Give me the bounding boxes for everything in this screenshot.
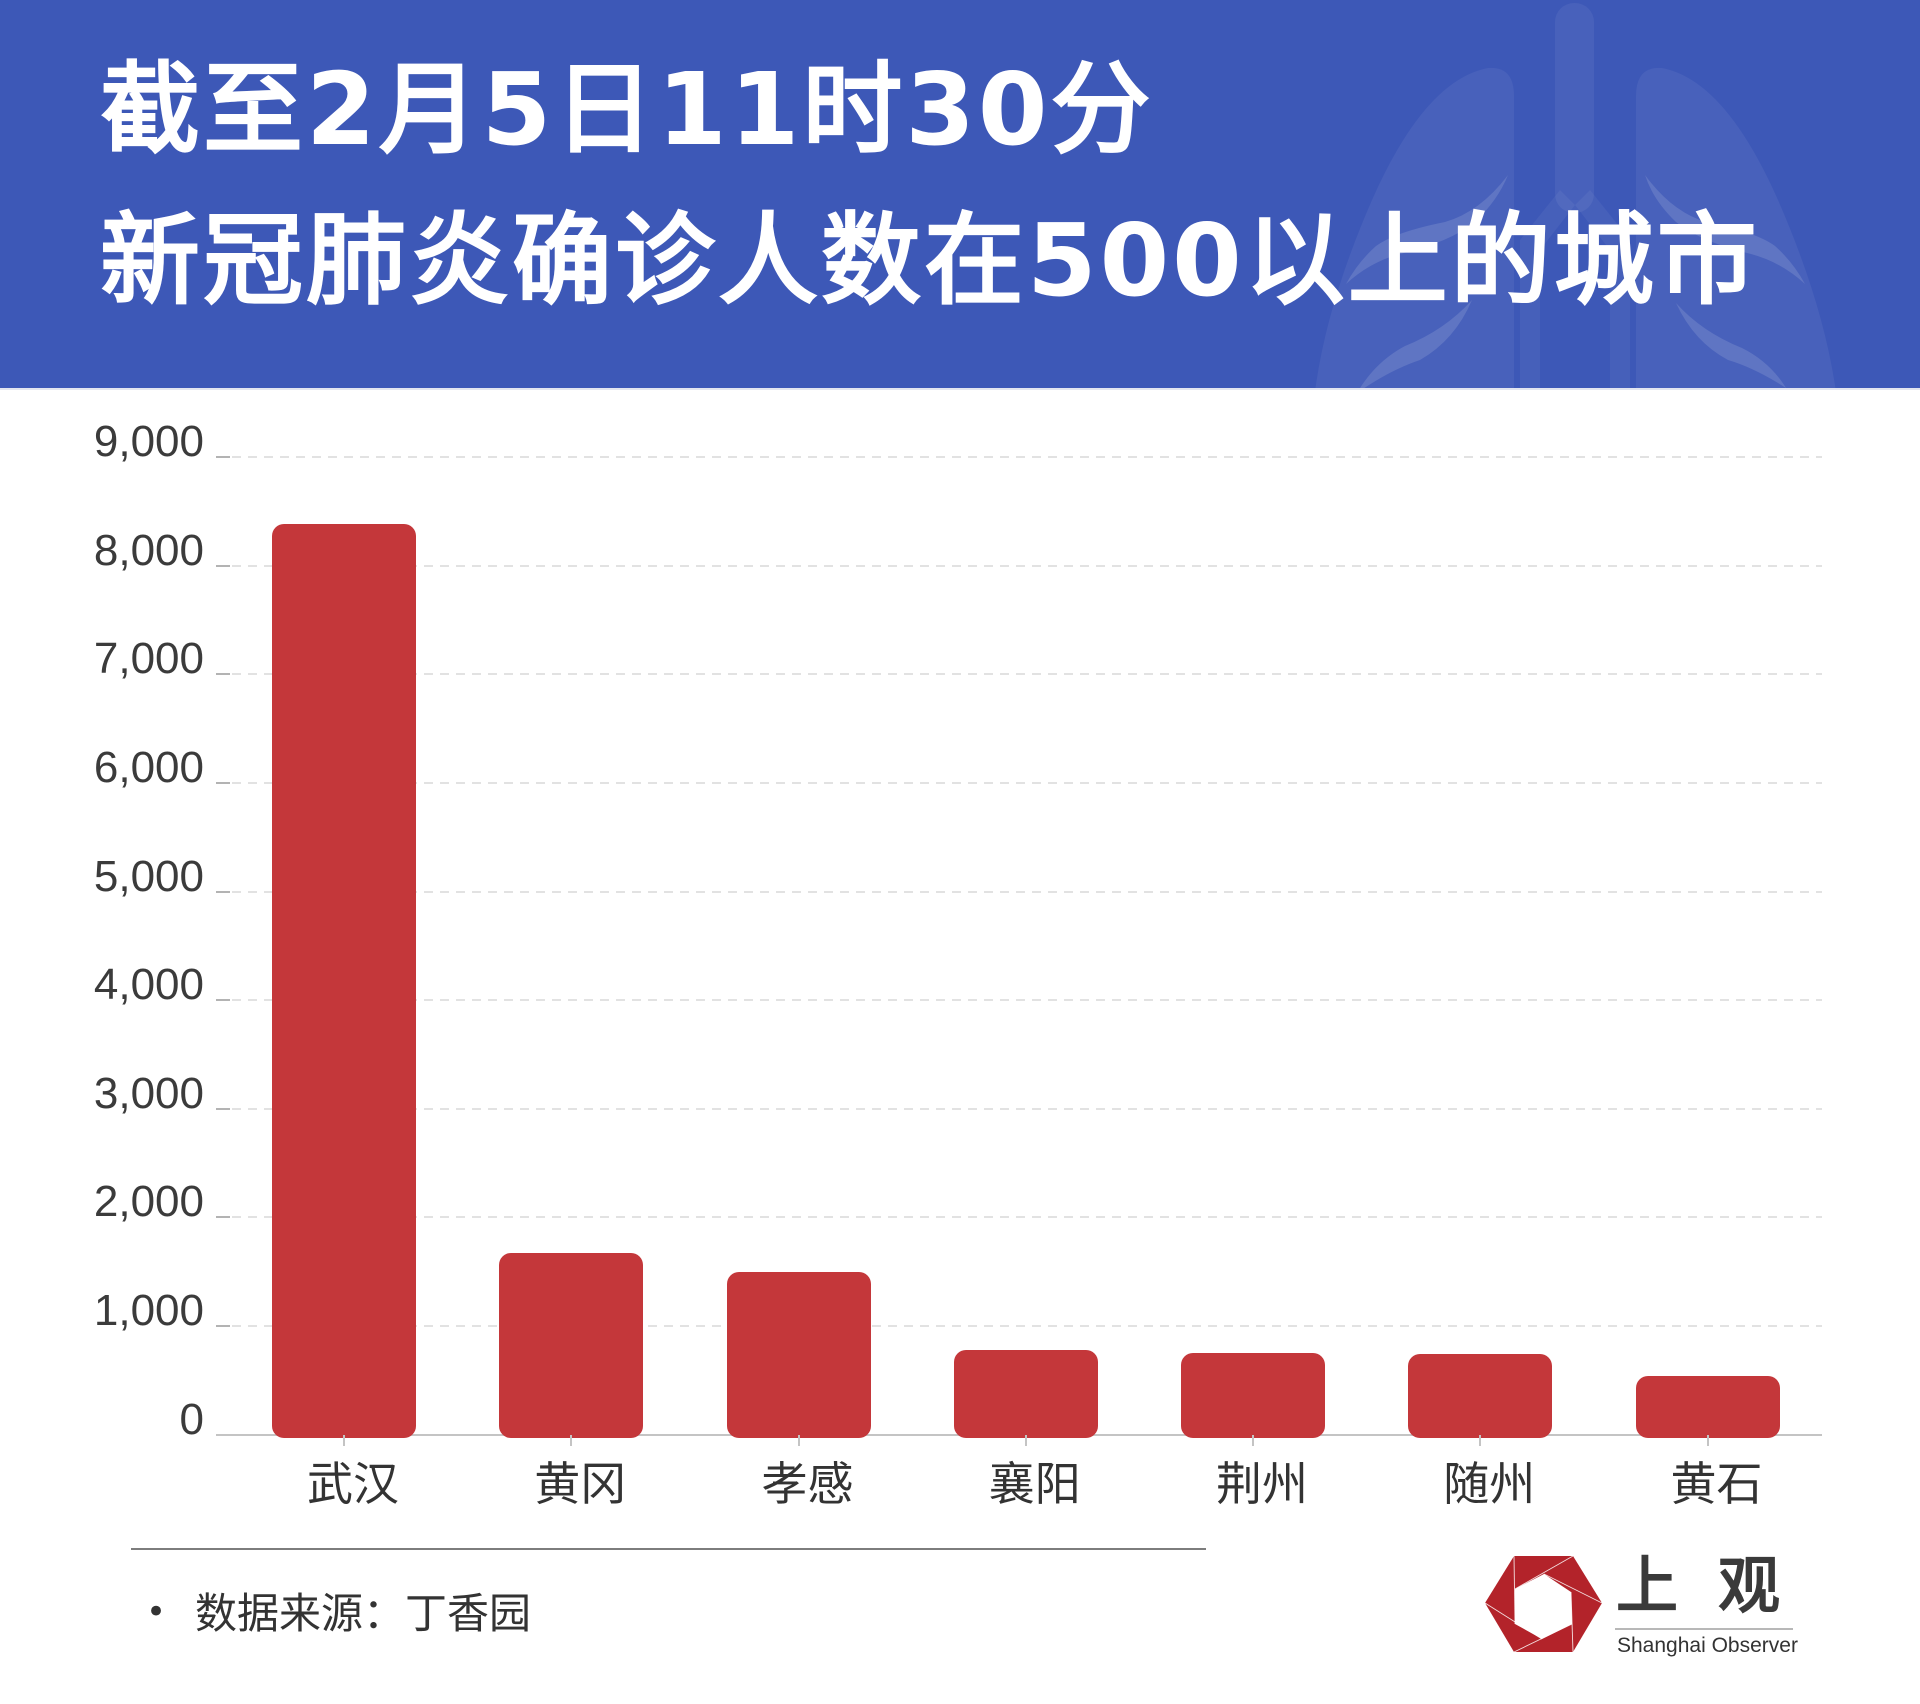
gridline: [216, 456, 1822, 459]
shanghai-observer-logo-icon: [1484, 1555, 1603, 1653]
gridline: [216, 781, 1822, 784]
gridline: [216, 890, 1822, 893]
x-axis-label: 孝感: [761, 1457, 854, 1511]
y-axis-label: 9,000: [93, 417, 204, 467]
x-tick-mark: [1479, 1435, 1482, 1446]
x-tick-mark: [1252, 1435, 1254, 1446]
x-tick-mark: [570, 1435, 573, 1446]
gridline: [216, 1325, 1822, 1328]
y-tick-mark: [216, 999, 230, 1002]
y-tick-mark: [216, 1216, 230, 1219]
title-line-1: 截至2月5日11时30分: [100, 51, 1154, 168]
bar-1: [499, 1252, 644, 1438]
y-tick-mark: [216, 781, 230, 784]
y-axis-label: 4,000: [93, 960, 204, 1010]
footer-divider: [131, 1548, 1206, 1550]
y-axis-label: 0: [179, 1394, 204, 1444]
x-axis-label: 襄阳: [988, 1457, 1081, 1511]
bar-5: [1408, 1353, 1553, 1438]
y-axis-label: 3,000: [93, 1068, 204, 1118]
x-axis-label: 黄冈: [534, 1457, 627, 1511]
x-axis-label: 荆州: [1216, 1457, 1308, 1511]
x-tick-mark: [1024, 1435, 1027, 1446]
gridline: [216, 1107, 1822, 1110]
bullet-icon: •: [146, 1592, 167, 1632]
x-tick-mark: [797, 1435, 800, 1446]
lungs-icon: [1315, 3, 1836, 388]
y-tick-mark: [216, 673, 230, 676]
data-source-note: 数据来源：丁香园: [195, 1589, 532, 1638]
y-tick-mark: [216, 1107, 230, 1110]
y-tick-mark: [216, 456, 230, 459]
y-axis-label: 1,000: [93, 1286, 204, 1336]
bar-0: [272, 524, 416, 1438]
bar-4: [1181, 1353, 1325, 1438]
y-axis-label: 8,000: [93, 525, 204, 575]
logo-name-en: Shanghai Observer: [1617, 1634, 1798, 1657]
y-axis-label: 7,000: [93, 634, 204, 684]
x-axis-label: 随州: [1443, 1457, 1536, 1511]
bar-2: [726, 1272, 871, 1438]
gridline: [216, 564, 1822, 567]
y-axis-label: 5,000: [93, 851, 204, 901]
title-line-2: 新冠肺炎确诊人数在500以上的城市: [100, 202, 1760, 319]
y-tick-mark: [216, 564, 230, 567]
bar-3: [953, 1350, 1098, 1438]
y-tick-mark: [216, 1325, 230, 1328]
gridline: [216, 999, 1822, 1002]
logo-divider: [1615, 1628, 1793, 1630]
gridline: [216, 673, 1822, 676]
y-axis-label: 2,000: [93, 1177, 204, 1227]
x-axis-label: 黄石: [1670, 1457, 1763, 1511]
header-banner: 截至2月5日11时30分 新冠肺炎确诊人数在500以上的城市: [0, 0, 1920, 390]
gridline: [216, 1216, 1822, 1219]
y-tick-mark: [216, 890, 230, 893]
y-axis-label: 6,000: [93, 742, 204, 792]
x-tick-mark: [1706, 1435, 1709, 1446]
x-axis-label: 武汉: [307, 1457, 399, 1511]
x-tick-mark: [343, 1435, 345, 1446]
bar-6: [1635, 1375, 1780, 1438]
logo-name-cn: 上观: [1616, 1549, 1821, 1622]
